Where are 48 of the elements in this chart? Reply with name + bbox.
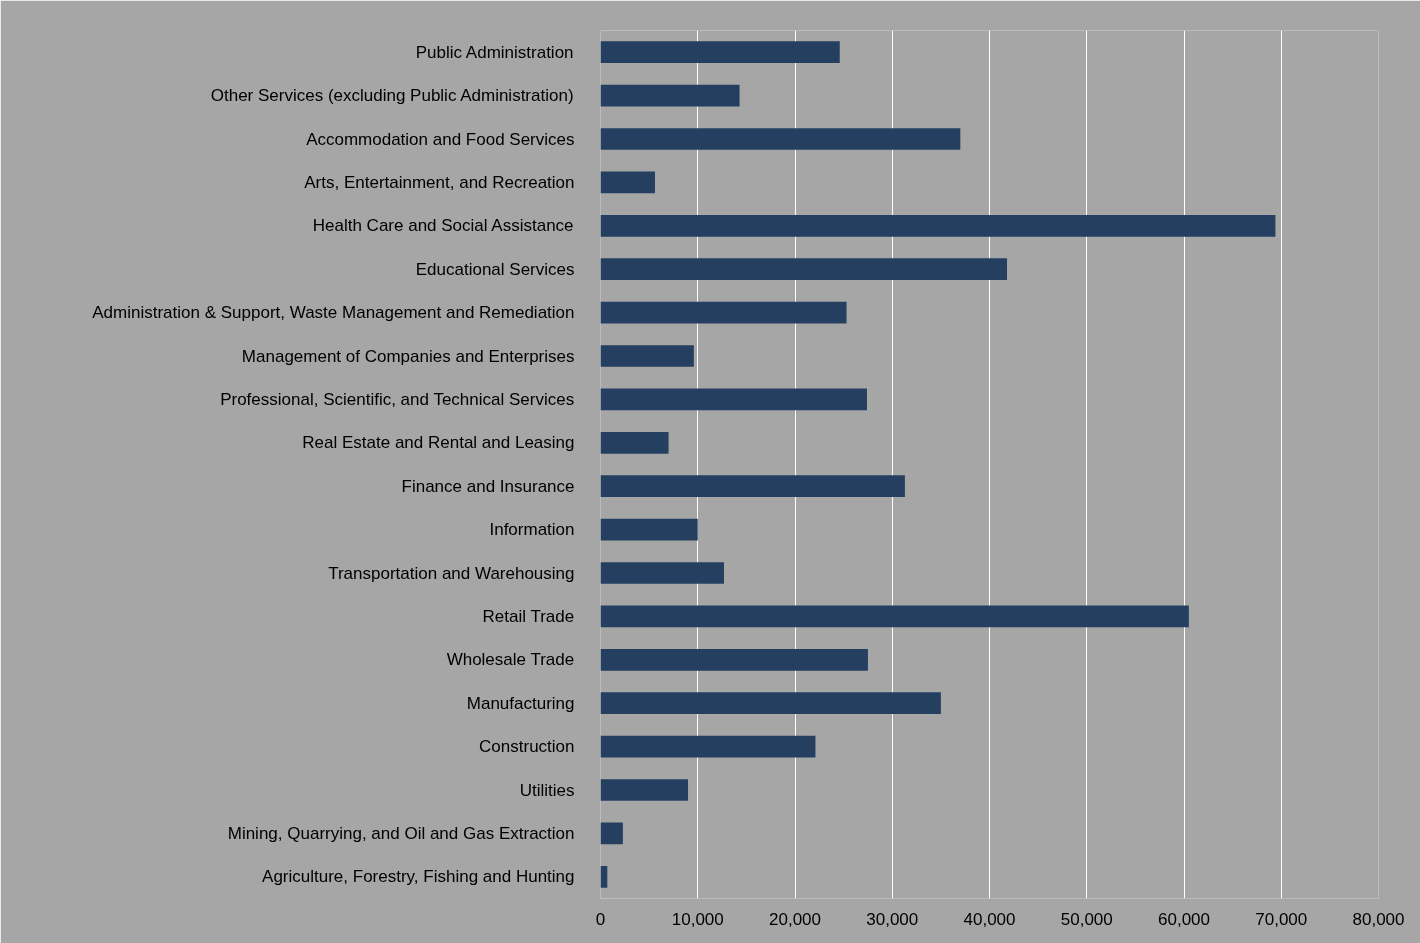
x-tick-label: 60,000 xyxy=(1158,909,1210,929)
y-tick-label: Mining, Quarrying, and Oil and Gas Extraction xyxy=(227,823,575,843)
y-tick-label: Construction xyxy=(479,737,575,757)
y-tick-label: Wholesale Trade xyxy=(446,650,575,670)
bar xyxy=(600,214,1276,237)
bar xyxy=(600,518,698,541)
bar xyxy=(600,388,867,411)
bar xyxy=(600,301,847,324)
y-tick-label: Educational Services xyxy=(415,259,575,279)
bar xyxy=(600,128,961,150)
y-tick-label: Professional, Scientific, and Technical Services xyxy=(220,389,575,409)
bar xyxy=(600,648,868,671)
x-tick-label: 70,000 xyxy=(1255,909,1308,929)
x-tick-label: 80,000 xyxy=(1352,909,1405,929)
y-tick-label: Real Estate and Rental and Leasing xyxy=(302,433,575,453)
x-tick-label: 30,000 xyxy=(866,909,919,929)
y-tick-label: Public Administration xyxy=(415,42,574,62)
bar xyxy=(600,345,694,367)
bar xyxy=(600,84,740,107)
y-tick-label: Manufacturing xyxy=(466,693,575,713)
bar xyxy=(600,41,840,64)
bar xyxy=(600,258,1008,281)
x-tick-label: 10,000 xyxy=(671,909,724,929)
y-tick-label: Information xyxy=(489,520,575,540)
y-tick-label: Transportation and Warehousing xyxy=(328,563,575,583)
bar xyxy=(600,475,905,498)
x-tick-label: 20,000 xyxy=(769,909,821,929)
y-tick-label: Health Care and Social Assistance xyxy=(312,216,574,236)
bar xyxy=(600,822,623,845)
y-tick-label: Administration & Support, Waste Management and Remediation xyxy=(92,303,575,323)
y-tick-label: Accommodation and Food Services xyxy=(306,129,575,149)
x-tick-label: 0 xyxy=(595,909,606,929)
x-tick-label: 50,000 xyxy=(1060,909,1113,929)
y-tick-label: Utilities xyxy=(519,780,575,800)
bar xyxy=(600,605,1189,628)
y-tick-label: Arts, Entertainment, and Recreation xyxy=(304,172,575,192)
y-tick-label: Finance and Insurance xyxy=(401,476,575,496)
bar xyxy=(600,171,655,194)
bar xyxy=(600,735,816,758)
bar xyxy=(600,692,941,715)
bar xyxy=(600,431,669,454)
y-tick-label: Management of Companies and Enterprises xyxy=(241,346,575,366)
y-tick-label: Agriculture, Forestry, Fishing and Hunting xyxy=(262,867,575,887)
y-tick-label: Retail Trade xyxy=(482,606,575,626)
bar xyxy=(600,562,725,584)
x-tick-label: 40,000 xyxy=(963,909,1016,929)
y-tick-label: Other Services (excluding Public Administration) xyxy=(210,86,574,106)
bar xyxy=(600,779,689,801)
